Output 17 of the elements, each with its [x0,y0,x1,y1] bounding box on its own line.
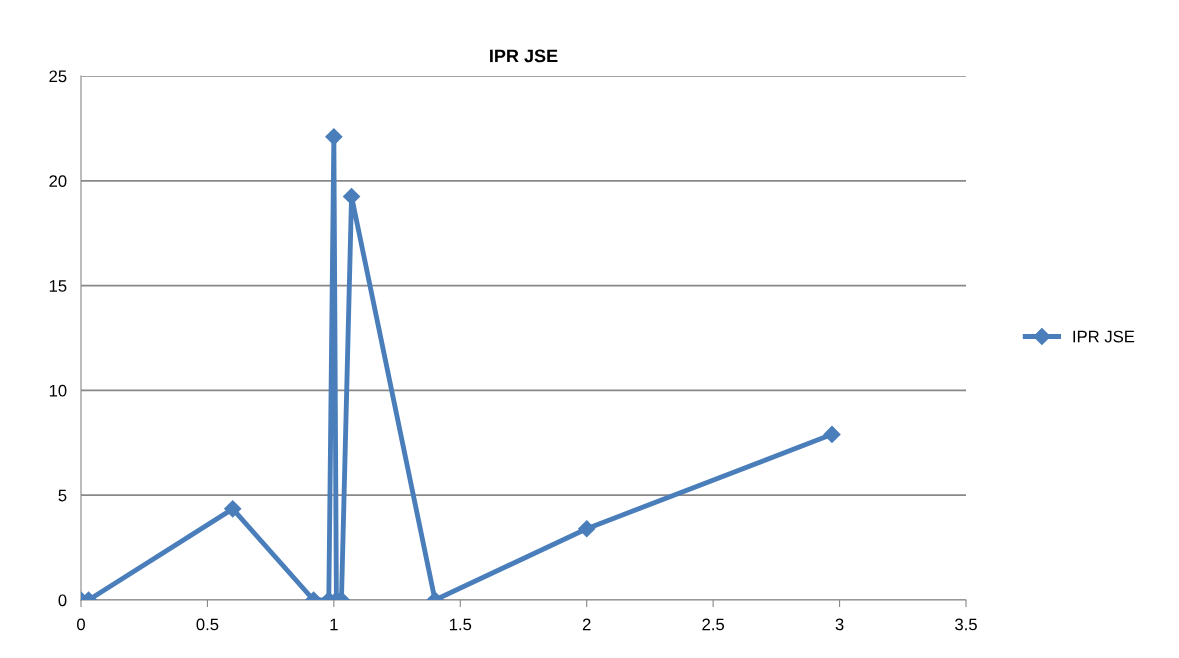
x-tick-label: 2.5 [702,618,725,631]
x-tick-label: 1 [330,618,338,631]
y-tick-label: 5 [58,489,67,502]
y-tick-label: 25 [49,70,67,83]
chart-title: IPR JSE [490,49,558,63]
x-tick-label: 3.5 [955,618,977,631]
x-tick-label: 2 [582,618,591,631]
y-tick-label: 0 [58,594,67,607]
x-tick-label: 3 [835,618,844,631]
x-tick-label: 0 [77,618,85,631]
y-tick-label: 15 [49,280,67,292]
point [325,128,343,146]
x-tick-label: 1.5 [449,618,472,631]
legend-label: IPR JSE [1073,330,1135,343]
y-tick-label: 20 [49,175,67,187]
y-tick-label: 10 [49,384,67,397]
x-tick-label: 0.5 [196,618,219,631]
